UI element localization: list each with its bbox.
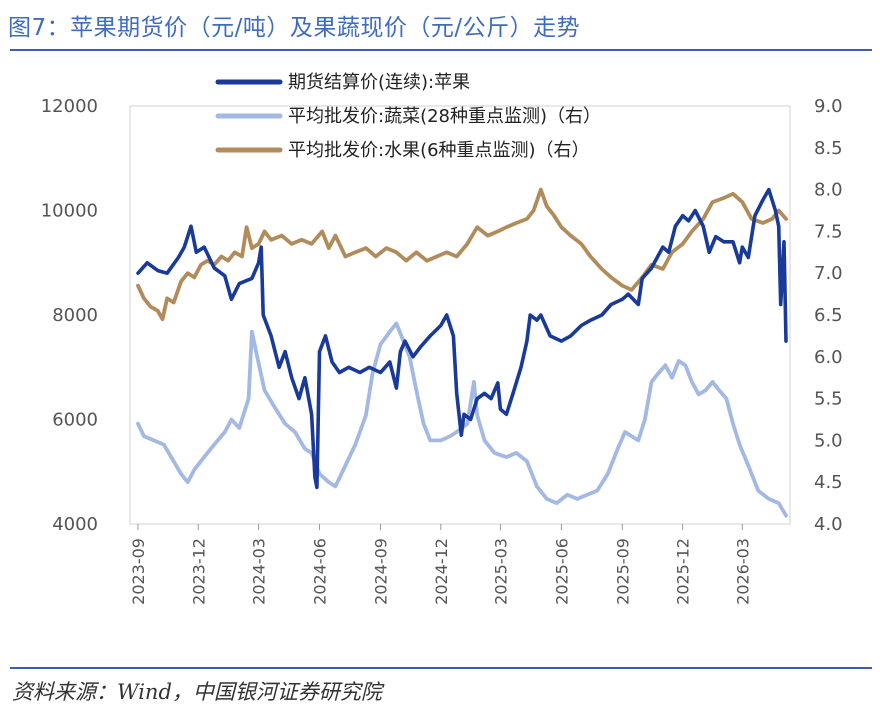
right-tick-label: 8.5 — [814, 138, 843, 159]
left-tick-label: 8000 — [52, 305, 98, 326]
right-tick-label: 4.5 — [814, 472, 843, 493]
left-tick-label: 10000 — [41, 201, 98, 222]
right-tick-label: 5.0 — [814, 430, 843, 451]
title-divider — [10, 49, 872, 51]
right-y-axis: 4.0 4.5 5.0 5.5 6.0 6.5 7.0 7.5 8.0 8.5 9.0 — [814, 96, 843, 535]
figure-title: 图7：苹果期货价（元/吨）及果蔬现价（元/公斤）走势 — [8, 15, 581, 41]
legend-label-2: 平均批发价:水果(6种重点监测)（右） — [288, 140, 590, 161]
left-tick-label: 6000 — [52, 410, 98, 431]
source-note: 资料来源：Wind，中国银河证券研究院 — [12, 680, 382, 704]
x-tick-label: 2024-12 — [432, 538, 451, 605]
left-tick-label: 4000 — [52, 514, 98, 535]
legend-label-0: 期货结算价(连续):苹果 — [288, 72, 470, 93]
x-tick-label: 2024-03 — [250, 538, 269, 605]
right-tick-label: 5.5 — [814, 389, 843, 410]
right-tick-label: 6.5 — [814, 305, 843, 326]
plot-area — [129, 105, 791, 525]
right-tick-label: 7.5 — [814, 221, 843, 242]
series-lines — [136, 187, 788, 518]
right-tick-label: 8.0 — [814, 180, 843, 201]
x-tick-label: 2023-12 — [189, 538, 208, 605]
x-tick-label: 2023-09 — [129, 538, 148, 605]
x-axis: 2023-09 2023-12 2024-03 2024-06 2024-09 2024-… — [129, 524, 752, 605]
left-tick-label: 12000 — [41, 96, 98, 117]
series-line-0 — [136, 187, 788, 490]
right-tick-label: 9.0 — [814, 96, 843, 117]
legend-label-1: 平均批发价:蔬菜(28种重点监测)（右） — [288, 106, 601, 127]
right-tick-label: 7.0 — [814, 263, 843, 284]
x-tick-label: 2026-03 — [733, 538, 752, 605]
x-tick-label: 2024-06 — [311, 538, 330, 605]
footer-divider — [10, 667, 872, 669]
right-tick-label: 4.0 — [814, 514, 843, 535]
right-tick-label: 6.0 — [814, 347, 843, 368]
x-tick-label: 2025-06 — [552, 538, 571, 605]
x-tick-label: 2025-03 — [491, 538, 510, 605]
x-tick-label: 2025-12 — [674, 538, 693, 605]
x-tick-label: 2025-09 — [613, 538, 632, 605]
x-tick-label: 2024-09 — [371, 538, 390, 605]
series-line-2 — [136, 187, 788, 322]
left-y-axis: 4000 6000 8000 10000 12000 — [41, 96, 98, 535]
